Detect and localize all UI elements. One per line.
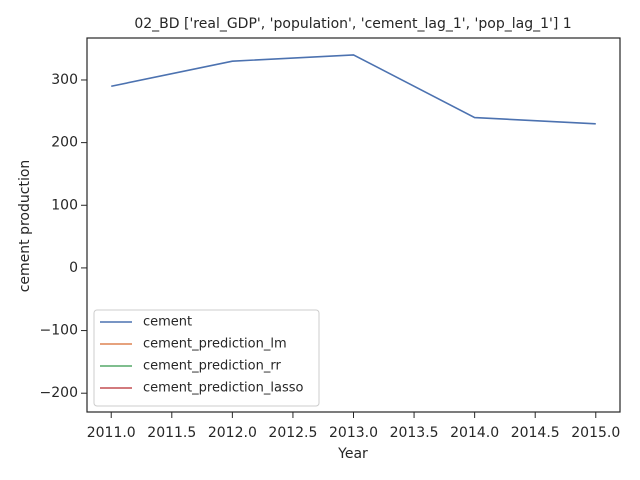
y-axis-label: cement production xyxy=(17,160,33,293)
legend-label: cement_prediction_rr xyxy=(143,359,281,374)
x-tick-label: 2012.5 xyxy=(268,425,317,441)
x-tick-label: 2011.5 xyxy=(147,425,196,441)
legend-label: cement xyxy=(143,315,192,330)
plot-frame xyxy=(86,37,621,413)
y-tick-label: 300 xyxy=(51,72,78,88)
x-tick-label: 2012.0 xyxy=(208,425,257,441)
x-tick-label: 2013.5 xyxy=(390,425,439,441)
x-tick-label: 2013.0 xyxy=(329,425,378,441)
x-axis-label: Year xyxy=(337,446,368,462)
y-tick-label: −100 xyxy=(40,323,78,339)
legend-label: cement_prediction_lasso xyxy=(143,381,303,396)
chart-title: 02_BD ['real_GDP', 'population', 'cement… xyxy=(134,16,571,32)
y-tick-label: −200 xyxy=(40,385,78,401)
y-tick-label: 200 xyxy=(51,135,78,151)
x-tick-label: 2014.0 xyxy=(450,425,499,441)
y-tick-label: 0 xyxy=(69,260,78,276)
y-tick-label: 100 xyxy=(51,197,78,213)
x-tick-label: 2015.0 xyxy=(571,425,620,441)
legend-box xyxy=(93,309,320,407)
x-tick-label: 2011.0 xyxy=(87,425,136,441)
x-tick-label: 2014.5 xyxy=(511,425,560,441)
data-line xyxy=(111,54,596,125)
legend-label: cement_prediction_lm xyxy=(143,337,287,352)
